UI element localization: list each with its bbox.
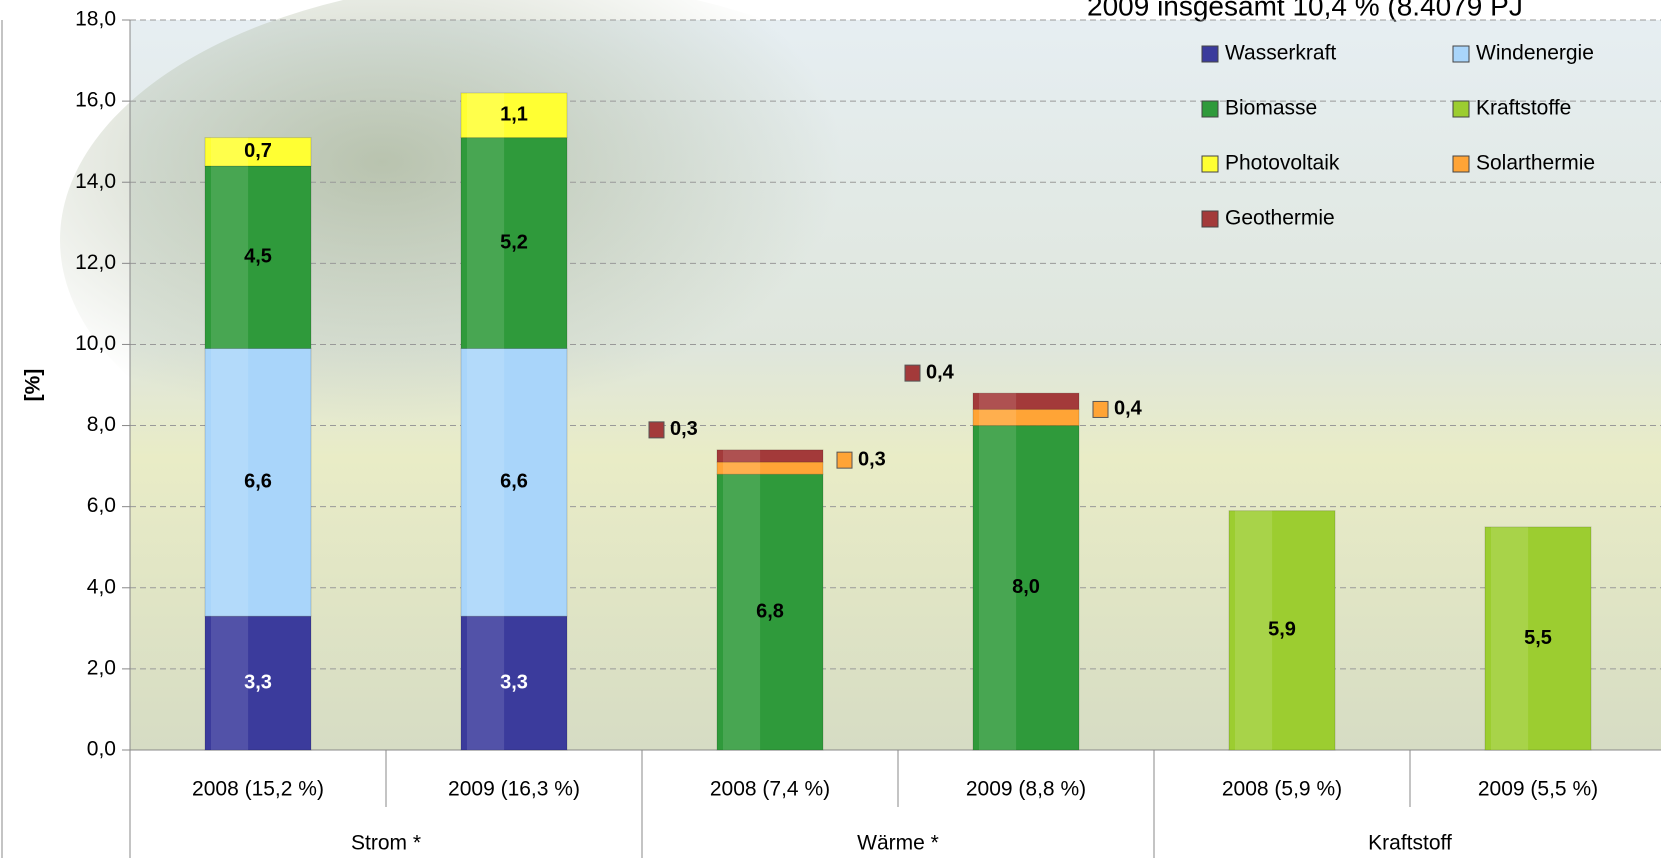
- legend-label: Kraftstoffe: [1476, 97, 1571, 120]
- bar-highlight: [467, 137, 505, 349]
- bar-highlight: [211, 137, 249, 166]
- bar-segment: [716, 473, 824, 751]
- bar-highlight: [211, 166, 249, 349]
- y-tick-label: 18,0: [75, 8, 116, 31]
- bar-highlight: [467, 616, 505, 750]
- bar-highlight: [723, 474, 761, 750]
- value-label: 6,8: [756, 600, 784, 622]
- bar-segment: [1228, 510, 1336, 751]
- bar-segment: [460, 615, 568, 751]
- chart-title: 2009 insgesamt 10,4 % (8.4079 PJ: [1087, 0, 1523, 21]
- group-label: Strom *: [351, 832, 421, 855]
- bar-segment: [204, 137, 312, 167]
- legend-label: Wasserkraft: [1225, 42, 1336, 65]
- value-label: 3,3: [500, 671, 528, 693]
- bar-highlight: [723, 462, 761, 475]
- bar-highlight: [467, 93, 505, 138]
- legend-swatch: [1452, 155, 1470, 173]
- value-label: 5,2: [500, 231, 528, 253]
- bar-segment: [204, 615, 312, 751]
- legend-swatch: [1201, 45, 1219, 63]
- value-label-marker: [836, 451, 853, 469]
- group-label: Wärme *: [857, 832, 939, 855]
- x-tick-label: 2008 (5,9 %): [1222, 778, 1342, 801]
- bar-highlight: [979, 393, 1017, 410]
- bar-segment: [716, 449, 824, 463]
- x-tick-label: 2009 (8,8 %): [966, 778, 1086, 801]
- value-label-marker: [648, 421, 665, 439]
- value-label: 0,3: [670, 418, 698, 440]
- y-tick-label: 4,0: [87, 575, 116, 598]
- value-label: 0,4: [1114, 398, 1143, 420]
- y-tick-label: 6,0: [87, 494, 116, 517]
- value-label: 5,5: [1524, 627, 1552, 649]
- value-label-marker: [1092, 400, 1109, 418]
- y-tick-label: 8,0: [87, 413, 116, 436]
- legend-swatch: [1201, 100, 1219, 118]
- value-label: 0,7: [244, 140, 272, 162]
- bar-highlight: [979, 409, 1017, 426]
- legend-label: Biomasse: [1225, 97, 1317, 120]
- value-label: 3,3: [244, 671, 272, 693]
- bar-highlight: [1235, 510, 1273, 750]
- bar-segment: [1484, 526, 1592, 751]
- legend-label: Photovoltaik: [1225, 152, 1340, 175]
- value-label: 0,3: [858, 448, 886, 470]
- legend-swatch: [1452, 45, 1470, 63]
- bar-highlight: [211, 616, 249, 750]
- bar-highlight: [1491, 526, 1529, 750]
- legend-swatch: [1201, 210, 1219, 228]
- y-tick-label: 0,0: [87, 738, 116, 761]
- value-label-marker: [904, 364, 921, 382]
- y-tick-label: 2,0: [87, 656, 116, 679]
- y-tick-label: 14,0: [75, 170, 116, 193]
- bar-segment: [460, 348, 568, 617]
- legend-label: Windenergie: [1476, 42, 1594, 65]
- bar-segment: [460, 92, 568, 139]
- bar-highlight: [467, 348, 505, 617]
- bar-segment: [204, 348, 312, 617]
- y-axis-label: [%]: [22, 369, 45, 402]
- bar-segment: [204, 165, 312, 349]
- bar-segment: [972, 425, 1080, 751]
- value-label: 6,6: [244, 471, 272, 493]
- y-tick-label: 12,0: [75, 251, 116, 274]
- x-tick-label: 2008 (15,2 %): [192, 778, 324, 801]
- legend-label: Solarthermie: [1476, 152, 1595, 175]
- x-tick-label: 2009 (5,5 %): [1478, 778, 1598, 801]
- x-tick-label: 2008 (7,4 %): [710, 778, 830, 801]
- value-label: 4,5: [244, 246, 272, 268]
- value-label: 8,0: [1012, 576, 1040, 598]
- bar-segment: [972, 392, 1080, 410]
- value-label: 0,4: [926, 361, 955, 383]
- y-tick-label: 10,0: [75, 332, 116, 355]
- bar-highlight: [723, 449, 761, 463]
- value-label: 6,6: [500, 471, 528, 493]
- legend-label: Geothermie: [1225, 207, 1335, 230]
- x-tick-label: 2009 (16,3 %): [448, 778, 580, 801]
- bar-highlight: [979, 425, 1017, 750]
- bar-highlight: [211, 348, 249, 617]
- bar-segment: [460, 137, 568, 349]
- value-label: 5,9: [1268, 619, 1296, 641]
- group-label: Kraftstoff: [1368, 832, 1452, 855]
- value-label: 1,1: [500, 104, 528, 126]
- y-tick-label: 16,0: [75, 89, 116, 112]
- legend-swatch: [1201, 155, 1219, 173]
- legend-swatch: [1452, 100, 1470, 118]
